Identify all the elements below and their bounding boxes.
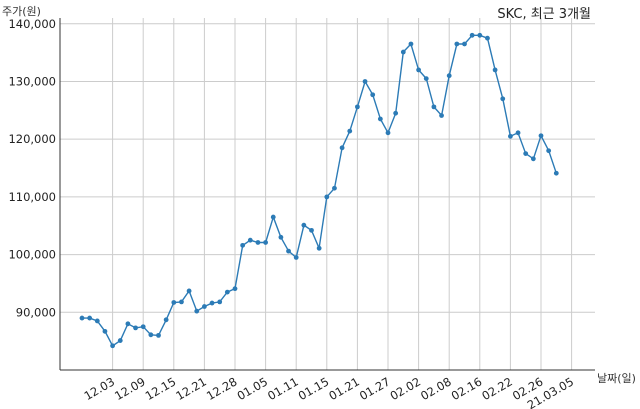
- data-point: [423, 76, 429, 81]
- data-point: [523, 151, 529, 157]
- data-point: [469, 32, 475, 38]
- data-point: [393, 110, 399, 116]
- data-point: [332, 185, 337, 191]
- x-tick-label: 02.08: [418, 374, 454, 403]
- y-tick-label: 120,000: [8, 132, 56, 146]
- data-point: [355, 104, 360, 110]
- data-point: [202, 304, 207, 309]
- data-point: [339, 145, 345, 151]
- x-tick-label: 12.09: [112, 374, 148, 403]
- data-point: [186, 288, 192, 294]
- grid-lines: [60, 18, 595, 370]
- y-tick-label: 110,000: [8, 190, 56, 204]
- chart-title: SKC, 최근 3개월: [497, 7, 591, 22]
- data-point: [270, 214, 276, 220]
- data-point: [309, 227, 314, 233]
- data-point: [408, 41, 414, 47]
- y-tick-label: 100,000: [8, 248, 56, 262]
- price-series: [79, 32, 559, 349]
- data-point: [171, 300, 177, 305]
- data-point: [179, 299, 184, 305]
- data-point: [232, 286, 238, 292]
- data-point: [102, 328, 108, 334]
- data-point: [400, 49, 406, 55]
- chart-axes: [59, 18, 595, 371]
- data-point: [439, 113, 444, 118]
- x-axis-ticks: 12.0312.0912.1512.2112.2801.0501.1101.15…: [82, 374, 577, 409]
- data-point: [362, 79, 368, 84]
- data-point: [316, 245, 322, 251]
- data-point: [485, 35, 490, 41]
- data-point: [217, 299, 223, 305]
- y-axis-label: 주가(원): [2, 5, 41, 18]
- data-point: [94, 318, 100, 324]
- x-tick-label: 02.02: [388, 374, 424, 403]
- y-axis-ticks: 90,000 100,000 110,000 120,000 130,000 140,00…: [8, 17, 56, 320]
- data-point: [431, 104, 437, 110]
- data-point: [117, 338, 123, 343]
- data-point: [293, 255, 299, 260]
- data-point: [140, 324, 146, 330]
- x-tick-label: 12.21: [173, 374, 209, 403]
- y-tick-label: 90,000: [16, 305, 56, 319]
- data-point: [515, 130, 521, 136]
- data-point: [301, 222, 307, 228]
- data-point: [416, 67, 421, 73]
- data-point: [553, 170, 559, 176]
- data-point: [347, 128, 353, 134]
- data-point: [500, 96, 506, 102]
- x-tick-label: 02.22: [479, 374, 515, 403]
- x-axis-label: 날짜(일): [597, 371, 636, 385]
- data-point: [156, 332, 161, 338]
- y-tick-label: 140,000: [8, 17, 56, 31]
- data-point: [377, 116, 383, 122]
- x-tick-label: 01.21: [326, 374, 362, 403]
- x-tick-label: 01.05: [235, 374, 271, 403]
- data-point: [385, 130, 391, 136]
- data-point: [87, 315, 93, 321]
- data-point: [194, 308, 200, 314]
- data-point: [79, 315, 85, 321]
- data-point: [278, 234, 284, 240]
- data-point: [247, 237, 253, 243]
- x-tick-label: 12.28: [204, 374, 240, 403]
- x-tick-label: 01.11: [265, 374, 301, 403]
- data-point: [508, 133, 513, 139]
- data-point: [125, 321, 131, 327]
- data-point: [240, 242, 246, 248]
- x-tick-label: 02.16: [449, 374, 485, 403]
- data-point: [255, 240, 261, 245]
- data-point: [286, 248, 291, 254]
- data-point: [209, 300, 215, 306]
- data-point: [454, 41, 460, 47]
- data-point: [133, 325, 138, 331]
- data-point: [148, 332, 154, 338]
- y-tick-label: 130,000: [8, 74, 56, 88]
- data-point: [370, 92, 376, 98]
- data-point: [492, 67, 498, 73]
- data-point: [446, 73, 452, 79]
- data-point: [263, 240, 268, 245]
- x-tick-label: 12.03: [82, 374, 118, 403]
- data-point: [462, 41, 467, 47]
- data-point: [538, 133, 544, 139]
- x-tick-label: 01.27: [357, 374, 393, 403]
- data-point: [110, 343, 115, 349]
- data-point: [530, 156, 536, 162]
- data-point: [224, 289, 230, 295]
- data-point: [324, 194, 330, 200]
- x-tick-label: 12.15: [143, 374, 179, 403]
- data-point: [163, 317, 169, 323]
- data-point: [477, 32, 483, 38]
- data-point: [546, 148, 552, 154]
- x-tick-label: 01.15: [296, 374, 332, 403]
